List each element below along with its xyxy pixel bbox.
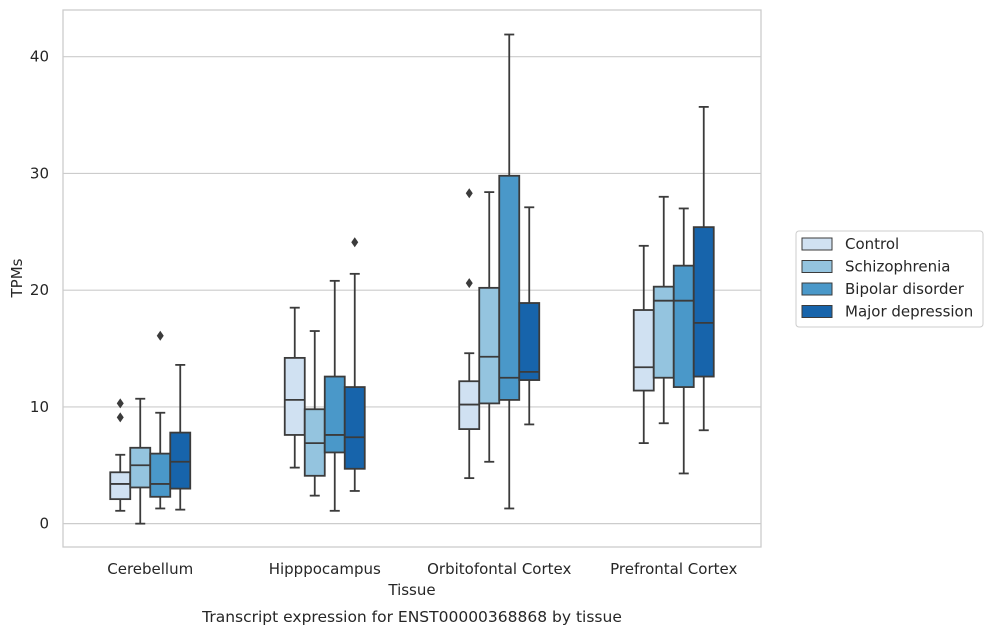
y-tick-label: 10 bbox=[30, 398, 49, 416]
y-tick-labels: 0 10 20 30 40 bbox=[30, 48, 49, 533]
x-tick-labels: Cerebellum Hipppocampus Orbitofontal Corte… bbox=[107, 560, 737, 578]
y-tick-label: 0 bbox=[39, 515, 49, 533]
box-bipolar-disorder bbox=[498, 33, 521, 510]
outlier-point bbox=[156, 330, 164, 341]
plot-frame bbox=[62, 9, 762, 548]
x-tick-label: Cerebellum bbox=[107, 560, 193, 578]
x-tick-label: Prefrontal Cortex bbox=[610, 560, 737, 578]
legend-label: Bipolar disorder bbox=[845, 280, 965, 298]
legend-swatch bbox=[801, 260, 833, 273]
chart-title: Transcript expression for ENST0000036886… bbox=[201, 608, 622, 626]
legend-label: Control bbox=[845, 235, 899, 253]
box-bipolar-disorder bbox=[323, 279, 346, 512]
box-schizophrenia bbox=[303, 330, 326, 497]
box-major-depression bbox=[518, 206, 541, 426]
legend-swatch bbox=[801, 237, 833, 251]
legend-swatch bbox=[801, 305, 833, 318]
box-body bbox=[323, 375, 346, 454]
box-major-depression bbox=[343, 237, 366, 492]
y-tick-label: 40 bbox=[30, 48, 49, 66]
box-body bbox=[498, 174, 521, 401]
box-bipolar-disorder bbox=[672, 207, 695, 475]
outlier-point bbox=[351, 237, 359, 248]
x-tick-label: Hipppocampus bbox=[269, 560, 381, 578]
outlier-point bbox=[465, 188, 473, 199]
box-schizophrenia bbox=[478, 191, 501, 463]
box-control bbox=[283, 306, 306, 469]
box-body bbox=[283, 356, 306, 436]
box-major-depression bbox=[692, 105, 715, 432]
x-axis-label: Tissue bbox=[387, 581, 435, 599]
box-bipolar-disorder bbox=[149, 330, 172, 510]
box-major-depression bbox=[169, 363, 192, 511]
legend: Control Schizophrenia Bipolar disorder Majo… bbox=[795, 230, 984, 328]
box-body bbox=[129, 446, 152, 489]
outlier-point bbox=[116, 398, 124, 409]
box-control bbox=[632, 244, 655, 445]
y-tick-label: 20 bbox=[30, 281, 49, 299]
legend-label: Major depression bbox=[845, 303, 973, 321]
boxes bbox=[109, 33, 715, 525]
box-body bbox=[478, 286, 501, 405]
legend-label: Schizophrenia bbox=[845, 258, 950, 276]
y-axis-label: TPMs bbox=[8, 258, 26, 298]
box-control bbox=[109, 398, 132, 512]
box-body bbox=[149, 452, 172, 498]
box-body bbox=[632, 309, 655, 392]
box-body bbox=[169, 431, 192, 490]
legend-box bbox=[795, 230, 984, 328]
box-schizophrenia bbox=[129, 397, 152, 525]
x-tick-label: Orbitofontal Cortex bbox=[427, 560, 571, 578]
box-schizophrenia bbox=[652, 195, 675, 425]
outlier-point bbox=[116, 412, 124, 423]
box-control bbox=[458, 188, 481, 480]
box-body bbox=[692, 226, 715, 378]
y-tick-label: 30 bbox=[30, 164, 49, 182]
box-body bbox=[109, 471, 132, 501]
legend-swatch bbox=[801, 282, 833, 296]
box-body bbox=[343, 386, 366, 470]
box-body bbox=[672, 264, 695, 388]
box-body bbox=[518, 302, 541, 381]
gridlines bbox=[63, 56, 761, 525]
outlier-point bbox=[465, 278, 473, 289]
